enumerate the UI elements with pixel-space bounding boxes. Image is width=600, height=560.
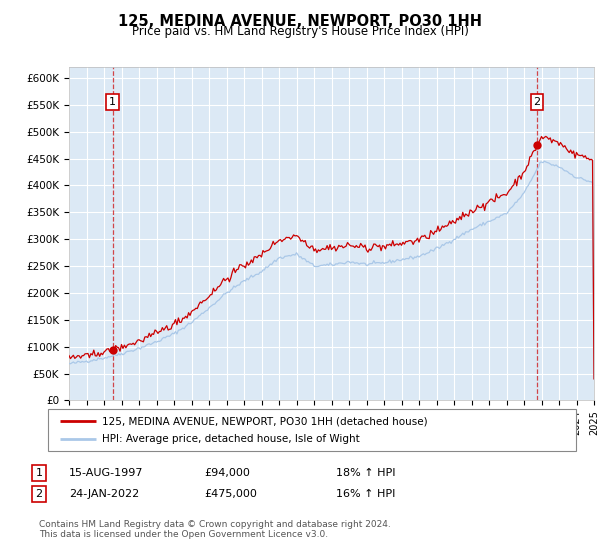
Text: £475,000: £475,000: [204, 489, 257, 499]
Text: 1: 1: [35, 468, 43, 478]
Text: 1: 1: [109, 97, 116, 107]
Text: £94,000: £94,000: [204, 468, 250, 478]
Text: 18% ↑ HPI: 18% ↑ HPI: [336, 468, 395, 478]
Text: 2: 2: [533, 97, 541, 107]
Text: 2: 2: [35, 489, 43, 499]
Text: 16% ↑ HPI: 16% ↑ HPI: [336, 489, 395, 499]
Text: HPI: Average price, detached house, Isle of Wight: HPI: Average price, detached house, Isle…: [102, 434, 360, 444]
Text: 15-AUG-1997: 15-AUG-1997: [69, 468, 143, 478]
Text: Price paid vs. HM Land Registry's House Price Index (HPI): Price paid vs. HM Land Registry's House …: [131, 25, 469, 38]
Text: Contains HM Land Registry data © Crown copyright and database right 2024.
This d: Contains HM Land Registry data © Crown c…: [39, 520, 391, 539]
Text: 24-JAN-2022: 24-JAN-2022: [69, 489, 139, 499]
Text: 125, MEDINA AVENUE, NEWPORT, PO30 1HH: 125, MEDINA AVENUE, NEWPORT, PO30 1HH: [118, 14, 482, 29]
Text: 125, MEDINA AVENUE, NEWPORT, PO30 1HH (detached house): 125, MEDINA AVENUE, NEWPORT, PO30 1HH (d…: [102, 417, 428, 426]
